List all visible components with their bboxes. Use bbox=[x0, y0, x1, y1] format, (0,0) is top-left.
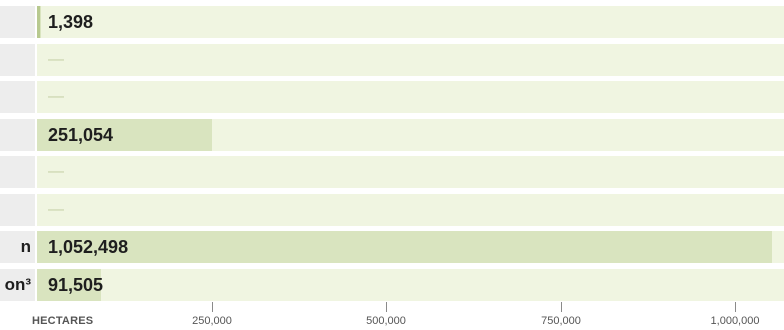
bar-track: — bbox=[37, 44, 784, 76]
row-label: on³ bbox=[4, 275, 31, 294]
x-tick-label: 250,000 bbox=[192, 315, 232, 327]
bar-track: 1,052,498 bbox=[37, 231, 784, 263]
x-tick-label: 750,000 bbox=[541, 315, 581, 327]
row-label-cell bbox=[0, 156, 35, 188]
bar-track: — bbox=[37, 194, 784, 226]
row-label-cell bbox=[0, 81, 35, 113]
x-tick-label: 500,000 bbox=[366, 315, 406, 327]
value-label: — bbox=[48, 163, 64, 180]
row-label-cell: n bbox=[0, 231, 35, 263]
bar bbox=[37, 231, 772, 263]
row-label: n bbox=[20, 237, 31, 256]
bar-track: — bbox=[37, 156, 784, 188]
value-label: 1,398 bbox=[48, 12, 94, 32]
bar-track: 91,505 bbox=[37, 269, 784, 301]
bar-track: — bbox=[37, 81, 784, 113]
row-label-cell bbox=[0, 194, 35, 226]
bar bbox=[37, 6, 41, 38]
x-axis-title: HECTARES bbox=[32, 315, 94, 327]
bar-track: 251,054 bbox=[37, 119, 784, 151]
bar bbox=[37, 269, 101, 301]
value-label: 251,054 bbox=[48, 125, 114, 145]
row-label-cell bbox=[0, 44, 35, 76]
bar bbox=[37, 119, 212, 151]
row-label-cell: on³ bbox=[0, 269, 35, 301]
bar-track: 1,398 bbox=[37, 6, 784, 38]
x-tick-mark bbox=[735, 302, 736, 312]
row-label-cell bbox=[0, 119, 35, 151]
row-label-cell bbox=[0, 6, 35, 38]
x-tick-mark bbox=[386, 302, 387, 312]
value-label: — bbox=[48, 201, 64, 218]
value-label: 91,505 bbox=[48, 275, 104, 295]
x-tick-mark bbox=[561, 302, 562, 312]
x-tick-mark bbox=[212, 302, 213, 312]
value-label: — bbox=[48, 51, 64, 68]
value-label: 1,052,498 bbox=[48, 237, 129, 257]
x-tick-label: 1,000,000 bbox=[710, 315, 760, 327]
value-label: — bbox=[48, 88, 64, 105]
